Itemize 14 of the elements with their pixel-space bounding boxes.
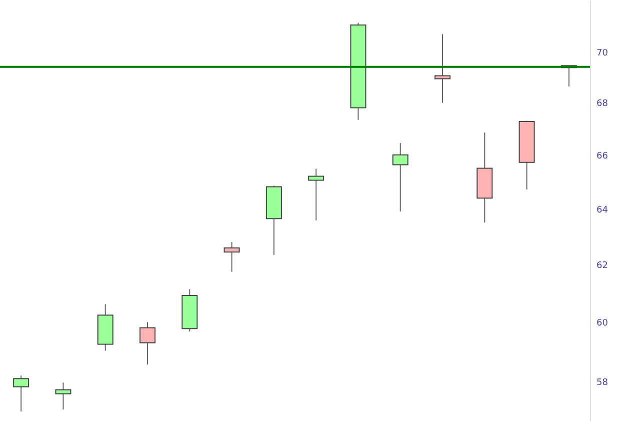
y-tick-label: 66: [596, 151, 608, 162]
y-tick-label: 64: [596, 205, 608, 216]
y-tick-label: 60: [596, 318, 608, 328]
candlestick: [13, 375, 30, 412]
candlestick: [140, 322, 156, 365]
y-tick-label: 70: [596, 48, 608, 58]
candlestick: [55, 382, 72, 410]
y-tick-label: 58: [596, 378, 608, 388]
candlestick: [308, 168, 324, 221]
y-tick-label: 62: [596, 260, 608, 271]
candlestick: [224, 241, 240, 272]
candlestick: [392, 142, 408, 212]
candlestick: [434, 34, 450, 104]
y-tick-label: 68: [596, 99, 608, 110]
